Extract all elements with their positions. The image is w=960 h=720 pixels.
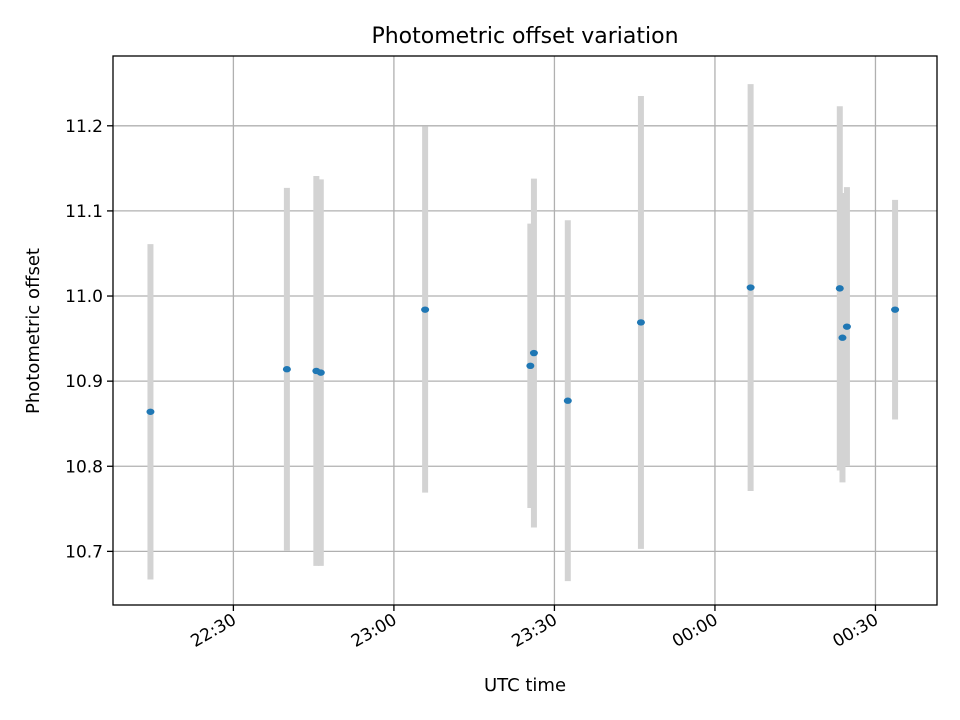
x-tick-label: 23:00 [348, 610, 400, 652]
data-point [529, 349, 538, 357]
data-point [282, 366, 291, 373]
y-tick-label: 11.0 [65, 287, 103, 307]
data-point [835, 285, 844, 292]
data-points [146, 284, 900, 415]
y-tick-label: 11.2 [65, 117, 103, 137]
data-point [838, 334, 847, 341]
y-axis: 10.7 10.8 10.9 11.0 11.1 11.2 [65, 117, 113, 562]
x-tick-label: 00:00 [669, 610, 721, 652]
y-tick-label: 10.8 [65, 457, 103, 477]
y-tick-label: 11.1 [65, 202, 103, 222]
data-point [891, 306, 900, 313]
x-tick-label: 23:30 [508, 610, 560, 652]
x-axis-label: UTC time [484, 675, 566, 696]
data-point [526, 362, 535, 370]
x-tick-label: 22:30 [187, 610, 239, 652]
x-tick-label: 00:30 [830, 610, 882, 652]
data-point [746, 284, 755, 291]
data-point [636, 319, 645, 326]
x-axis: 22:30 23:00 23:30 00:00 00:30 [187, 605, 882, 652]
data-point [421, 306, 430, 313]
data-point [563, 397, 572, 404]
y-tick-label: 10.9 [65, 372, 103, 392]
data-point [316, 369, 325, 376]
plot-frame [112, 55, 938, 606]
error-bars [147, 84, 899, 582]
data-point [146, 408, 155, 415]
grid [113, 56, 937, 605]
chart-title: Photometric offset variation [371, 24, 678, 49]
y-axis-label: Photometric offset [23, 248, 44, 414]
data-point [842, 323, 851, 330]
y-tick-label: 10.7 [65, 542, 103, 562]
